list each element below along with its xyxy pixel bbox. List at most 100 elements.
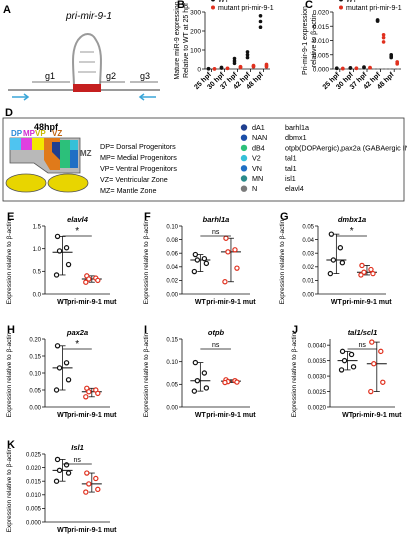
cell-type-swatch xyxy=(240,175,248,182)
ventral-progenitors-zone xyxy=(32,138,44,150)
x-tick-label: pri-mir-9-1 mut xyxy=(67,299,117,306)
data-point xyxy=(83,279,89,285)
y-tick-label: 0.05 xyxy=(302,224,314,230)
chart-title: dmbx1a xyxy=(338,215,366,224)
schema-label-vz: VZ xyxy=(52,129,62,138)
chart-panel-k: K Isl1 0.000 0.005 0.010 0.015 0.020 0.025 Expre… xyxy=(6,439,117,534)
data-point xyxy=(381,40,386,44)
data-point xyxy=(223,235,229,241)
y-tick-label: 0.025 xyxy=(26,452,42,458)
legend-label: WT xyxy=(346,0,358,4)
cell-type-swatch xyxy=(240,165,248,172)
panel-letter: J xyxy=(292,324,298,336)
significance-label: ns xyxy=(358,342,366,349)
data-point xyxy=(63,462,70,468)
data-point xyxy=(219,65,224,70)
y-tick-label: 0.05 xyxy=(166,383,178,389)
x-tick-label: WT xyxy=(331,299,343,306)
data-point xyxy=(380,379,386,385)
schema-label-mp: MP xyxy=(23,129,36,138)
y-tick-label: 0.10 xyxy=(29,371,41,377)
data-point xyxy=(371,361,377,367)
data-point xyxy=(192,251,199,258)
x-tick-label: WT xyxy=(195,299,207,306)
cell-type-swatch xyxy=(240,134,248,141)
y-tick-label: 0.00 xyxy=(29,405,41,411)
gene-title: pri-mir-9-1 xyxy=(65,11,112,22)
mir-locus-box xyxy=(73,84,101,92)
y-tick-label: 0.05 xyxy=(29,388,41,394)
schema-label-dp: DP xyxy=(11,129,23,138)
y-axis-label: Mature miR-9 expression xyxy=(174,1,181,79)
data-point xyxy=(389,55,394,60)
x-tick-label: pri-mir-9-1 mut xyxy=(67,412,117,419)
data-point xyxy=(354,66,359,70)
data-point xyxy=(341,66,345,71)
panel-letter: G xyxy=(280,211,289,223)
cell-domain-v2 xyxy=(70,140,78,150)
y-axis-label: Expression relative to β-actin xyxy=(279,219,286,304)
x-tick-label: WT xyxy=(57,299,69,306)
cell-type-marker: dbmx1 xyxy=(285,133,307,142)
data-point xyxy=(222,279,228,285)
y-tick-label: 0.0030 xyxy=(308,374,327,380)
zone-legend-entry: VP= Ventral Progenitors xyxy=(100,164,177,173)
legend-label: mutant pri-mir-9-1 xyxy=(218,5,274,12)
y-tick-label: 0.06 xyxy=(166,252,178,258)
data-point xyxy=(203,385,210,391)
data-point xyxy=(83,394,89,400)
y-tick-label: 0.00 xyxy=(166,292,178,298)
y-tick-label: 0.0 xyxy=(33,292,42,298)
zone-legend-entry: MZ= Mantle Zone xyxy=(100,186,157,195)
cell-type-name: NAN xyxy=(252,133,267,142)
panel-letter: B xyxy=(177,0,185,11)
significance-label: * xyxy=(75,339,79,350)
y-tick-label: 0.000 xyxy=(26,520,42,526)
primer-forward-arrowhead xyxy=(23,93,30,101)
x-tick-label: pri-mir-9-1 mut xyxy=(342,299,392,306)
y-tick-label: 0.00 xyxy=(302,292,314,298)
data-point xyxy=(194,378,201,384)
cell-type-name: VN xyxy=(252,164,262,173)
y-tick-label: 0.04 xyxy=(166,265,178,271)
y-axis-label: Expression relative to β-actin xyxy=(6,332,13,417)
data-point xyxy=(358,272,364,278)
data-point xyxy=(341,357,348,364)
significance-label: ns xyxy=(212,342,220,349)
cell-type-swatch xyxy=(240,144,248,152)
chart-title: Isl1 xyxy=(71,443,84,452)
data-point xyxy=(93,475,99,482)
y-tick-label: 0.015 xyxy=(26,480,42,486)
panel-letter: K xyxy=(7,439,15,451)
data-point xyxy=(225,249,231,255)
data-point xyxy=(222,379,228,386)
zone-legend-entry: VZ= Ventricular Zone xyxy=(100,175,168,184)
data-point xyxy=(56,365,63,371)
y-tick-label: 0.0020 xyxy=(308,405,327,411)
y-tick-label: 0.5 xyxy=(33,270,42,276)
y-axis-label: Pri-mir-9-1 expression xyxy=(302,6,309,75)
cell-type-swatch xyxy=(240,124,248,131)
data-point xyxy=(234,265,240,271)
data-point xyxy=(203,260,210,267)
data-point xyxy=(63,245,70,251)
data-point xyxy=(258,25,263,30)
y-tick-label: 0.20 xyxy=(29,337,41,343)
data-point xyxy=(65,261,72,268)
panel-d: D 48hpf DP MP VP VZ MZ DP= Dorsal Progen… xyxy=(2,107,407,202)
cell-domain-vn xyxy=(70,150,78,168)
data-point xyxy=(378,348,384,355)
data-point xyxy=(330,257,337,263)
x-tick-label: pri-mir-9-1 mut xyxy=(206,412,256,419)
y-tick-label: 0.0025 xyxy=(308,390,327,396)
data-point xyxy=(245,50,250,54)
data-point xyxy=(201,370,208,376)
data-point xyxy=(375,19,380,23)
legend-marker xyxy=(211,5,215,10)
y-tick-label: 0.010 xyxy=(313,38,330,45)
data-point xyxy=(63,360,70,366)
chart-title: pax2a xyxy=(66,328,88,337)
